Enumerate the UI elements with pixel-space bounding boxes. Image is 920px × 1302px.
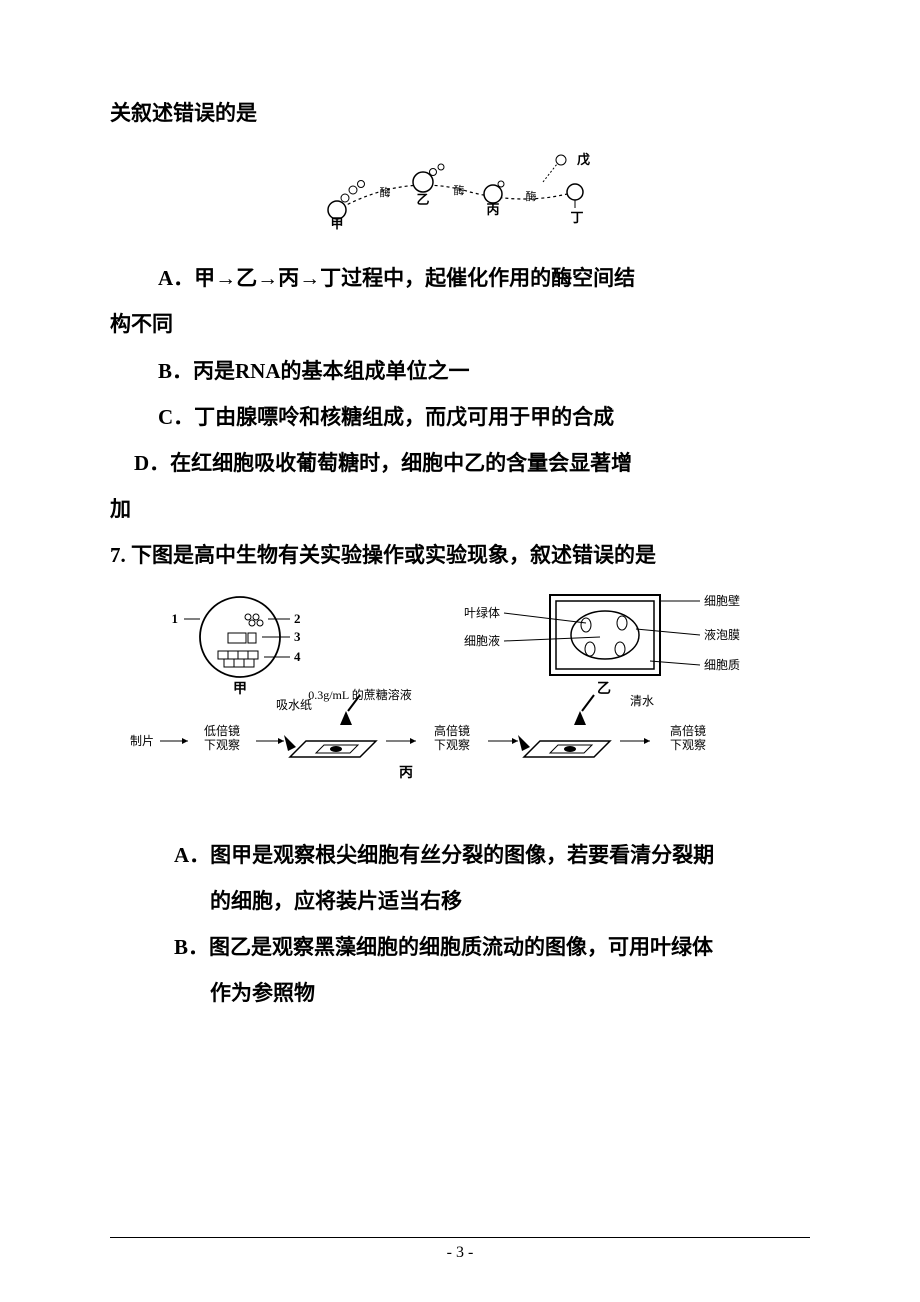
- svg-text:3: 3: [294, 629, 301, 644]
- q7-diagram: 1 2 3 4 甲 叶绿体 细胞液 细胞壁 液泡膜: [110, 587, 810, 792]
- svg-text:1: 1: [172, 611, 179, 626]
- q6-stem-cont: 关叙述错误的是: [110, 90, 810, 136]
- svg-text:丙: 丙: [399, 765, 413, 781]
- svg-text:0.3g/mL 的蔗糖溶液: 0.3g/mL 的蔗糖溶液: [308, 687, 412, 702]
- svg-text:下观察: 下观察: [204, 738, 240, 752]
- svg-text:清水: 清水: [630, 694, 654, 708]
- svg-text:甲: 甲: [330, 216, 343, 231]
- svg-text:酶: 酶: [454, 184, 465, 197]
- svg-text:低倍镜: 低倍镜: [204, 723, 240, 738]
- svg-text:细胞液: 细胞液: [464, 633, 500, 648]
- svg-text:乙: 乙: [416, 192, 429, 207]
- svg-text:乙: 乙: [597, 681, 611, 697]
- svg-text:4: 4: [294, 649, 301, 664]
- svg-text:酶: 酶: [380, 186, 391, 199]
- svg-text:吸水纸: 吸水纸: [276, 698, 312, 712]
- svg-text:叶绿体: 叶绿体: [464, 605, 500, 620]
- q6-option-b: B．丙是RNA的基本组成单位之一: [110, 348, 810, 394]
- page-footer: - 3 -: [0, 1237, 920, 1262]
- svg-text:戊: 戊: [576, 152, 590, 167]
- svg-text:高倍镜: 高倍镜: [670, 723, 706, 738]
- q6-diagram: 甲 酶 乙 酶 丙 酶 戊 丁: [110, 142, 810, 237]
- q6-option-d-line1: D．在红细胞吸收葡萄糖时，细胞中乙的含量会显著增: [110, 440, 810, 486]
- svg-text:甲: 甲: [233, 681, 247, 697]
- q7-stem: 7. 下图是高中生物有关实验操作或实验现象，叙述错误的是: [110, 532, 810, 578]
- svg-text:高倍镜: 高倍镜: [434, 723, 470, 738]
- q7-option-a-line1: A．图甲是观察根尖细胞有丝分裂的图像，若要看清分裂期: [110, 832, 810, 878]
- svg-text:下观察: 下观察: [434, 738, 470, 752]
- svg-text:丙: 丙: [486, 202, 499, 217]
- q6-option-c: C．丁由腺嘌呤和核糖组成，而戊可用于甲的合成: [110, 394, 810, 440]
- svg-text:细胞壁: 细胞壁: [704, 593, 740, 608]
- svg-text:制片: 制片: [130, 734, 154, 748]
- page-number: - 3 -: [0, 1244, 920, 1262]
- q6-option-d-line2: 加: [110, 486, 810, 532]
- q7-option-a-line2: 的细胞，应将装片适当右移: [110, 878, 810, 924]
- q7-option-b-line1: B．图乙是观察黑藻细胞的细胞质流动的图像，可用叶绿体: [110, 924, 810, 970]
- q6-option-a-line1: A．甲→乙→丙→丁过程中，起催化作用的酶空间结: [110, 255, 810, 301]
- svg-text:液泡膜: 液泡膜: [704, 627, 740, 642]
- svg-text:丁: 丁: [570, 210, 583, 225]
- svg-text:细胞质: 细胞质: [704, 658, 740, 672]
- svg-text:下观察: 下观察: [670, 738, 706, 752]
- svg-text:2: 2: [294, 611, 301, 626]
- svg-text:酶: 酶: [526, 190, 537, 203]
- q7-option-b-line2: 作为参照物: [110, 970, 810, 1016]
- q6-option-a-line2: 构不同: [110, 301, 810, 347]
